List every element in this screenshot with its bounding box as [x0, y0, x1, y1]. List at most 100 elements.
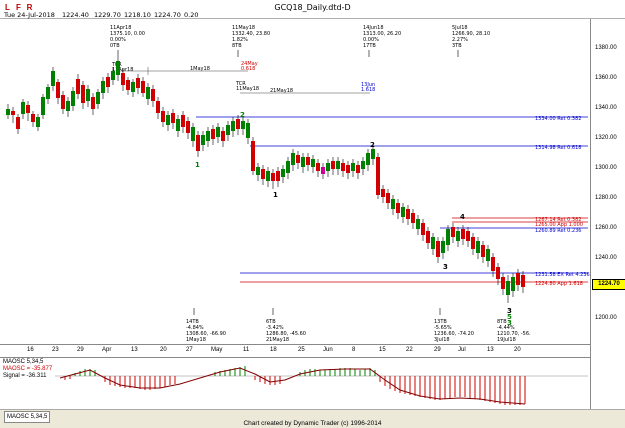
candle	[251, 137, 255, 175]
wave-label: 1	[273, 191, 278, 199]
svg-text:1313.00, 26.20: 1313.00, 26.20	[363, 31, 401, 37]
date-tick: 13	[131, 347, 138, 353]
histogram-bars	[64, 366, 526, 405]
wave-label: 1	[195, 161, 200, 169]
wave-label: 3	[507, 319, 512, 327]
time-projection-apr: TCR 11Apr18 1May18 24May 0.618	[111, 61, 258, 75]
candle	[26, 101, 30, 121]
candle	[76, 74, 80, 99]
candle	[126, 77, 130, 95]
svg-text:0.618: 0.618	[241, 66, 255, 72]
r-button[interactable]: R	[26, 3, 33, 12]
svg-text:13Jun: 13Jun	[361, 82, 375, 88]
price-axis: 1380.00 1360.00 1340.00 1320.00 1300.00 …	[590, 19, 625, 412]
candle	[226, 121, 230, 141]
candle	[201, 131, 205, 151]
candle	[231, 117, 235, 137]
date-axis: 16 23 29 Apr 13 20 27 May 11 18 25 Jun 8…	[0, 344, 590, 358]
oscillator-name: MAOSC 5,34,5	[3, 359, 44, 365]
candle	[286, 157, 290, 179]
wave-label: 5	[507, 313, 512, 321]
candle	[291, 149, 295, 171]
candle	[96, 89, 100, 109]
svg-text:0TB: 0TB	[110, 43, 120, 49]
svg-text:1308.60, -66.90: 1308.60, -66.90	[186, 331, 226, 337]
toolbar: L F R GCQ18_Daily.dtd-D Tue 24-Jul-2018 …	[0, 0, 625, 19]
candle	[396, 199, 400, 219]
candle	[206, 127, 210, 147]
level-label-1225: 1224.80 App 1.618	[535, 281, 583, 287]
candle	[471, 233, 475, 255]
svg-text:14Jun18: 14Jun18	[363, 25, 384, 31]
svg-text:1.82%: 1.82%	[232, 37, 248, 43]
level-label-1267: 1267.14 Ret 0.382	[535, 217, 581, 223]
wave-label: 2	[240, 111, 245, 119]
candle	[196, 131, 200, 157]
candle	[71, 87, 75, 111]
svg-text:5Jul18: 5Jul18	[452, 25, 468, 31]
price-tick: 1320.00	[595, 135, 617, 141]
candle	[276, 167, 280, 187]
candle	[271, 169, 275, 189]
candle	[346, 161, 350, 179]
price-chart[interactable]: 1334.00 Ret 0.382 1314.98 Ret 0.618 1267…	[0, 19, 590, 344]
candle	[361, 157, 365, 175]
oscillator-chart[interactable]	[0, 358, 590, 410]
svg-text:1236.60, -74.20: 1236.60, -74.20	[434, 331, 474, 337]
candle	[316, 159, 320, 177]
oscillator-tab[interactable]: MAOSC 5,34,5	[4, 411, 50, 423]
candle	[6, 104, 10, 119]
svg-text:1375.10, 0.00: 1375.10, 0.00	[110, 31, 145, 37]
svg-text:0.00%: 0.00%	[110, 37, 126, 43]
candle	[376, 153, 380, 199]
candle	[426, 227, 430, 249]
candle	[141, 77, 145, 97]
candle	[381, 185, 385, 203]
top-annotation-apr: 11Apr18 1375.10, 0.00 0.00% 0TB	[110, 25, 145, 57]
candle	[416, 215, 420, 235]
candle	[406, 205, 410, 225]
top-annotation-jun: 14Jun18 1313.00, 26.20 0.00% 17TB	[363, 25, 401, 57]
bottom-annotation-jul3: 13TB -5.65% 1236.60, -74.20 3Jul18	[434, 308, 474, 343]
date-tick: 15	[379, 347, 386, 353]
svg-text:8TB: 8TB	[232, 43, 242, 49]
candle	[451, 223, 455, 243]
svg-text:6TB: 6TB	[266, 319, 276, 325]
price-tick: 1260.00	[595, 225, 617, 231]
candle	[421, 219, 425, 241]
svg-text:0.00%: 0.00%	[363, 37, 379, 43]
svg-text:-5.65%: -5.65%	[434, 325, 452, 331]
svg-text:-4.84%: -4.84%	[186, 325, 204, 331]
candle	[491, 253, 495, 277]
top-annotation-jul: 5Jul18 1266.90, 28.10 2.27% 3TB	[452, 25, 490, 57]
date-tick: Jul	[458, 347, 466, 353]
svg-text:1May18: 1May18	[190, 66, 210, 72]
candle	[116, 57, 120, 81]
bottom-bar: MAOSC 5,34,5 Chart created by Dynamic Tr…	[0, 409, 625, 428]
level-label-1261: 1260.89 Ret 0.236	[535, 228, 581, 234]
price-tick: 1340.00	[595, 105, 617, 111]
l-button[interactable]: L	[5, 3, 10, 12]
candle	[11, 107, 15, 123]
candle	[326, 159, 330, 177]
bottom-annotation-jul19: 8TB -4.44% 1210.70, -56. 19Jul18	[497, 319, 531, 343]
ohlc-change: 0.20	[184, 11, 199, 19]
level-label-1232: 1231.58 EX Ret 4.236	[535, 272, 590, 278]
candle	[261, 165, 265, 185]
candle	[211, 125, 215, 145]
chart-title: GCQ18_Daily.dtd-D	[274, 3, 351, 12]
current-price-tag: 1224.70	[592, 279, 625, 290]
oscillator-panel[interactable]: MAOSC 5,34,5 MAOSC = -35.877 Signal = -3…	[0, 357, 590, 410]
svg-text:TCR: TCR	[235, 81, 246, 87]
price-panel[interactable]: 1334.00 Ret 0.382 1314.98 Ret 0.618 1267…	[0, 19, 590, 344]
svg-text:19Jul18: 19Jul18	[497, 337, 516, 343]
price-tick: 1300.00	[595, 165, 617, 171]
candle	[181, 111, 185, 133]
f-button[interactable]: F	[16, 3, 21, 12]
candle	[31, 111, 35, 127]
date-tick: May	[211, 347, 223, 353]
candle	[321, 163, 325, 179]
candle	[256, 163, 260, 181]
price-tick: 1360.00	[595, 75, 617, 81]
candle	[161, 107, 165, 127]
